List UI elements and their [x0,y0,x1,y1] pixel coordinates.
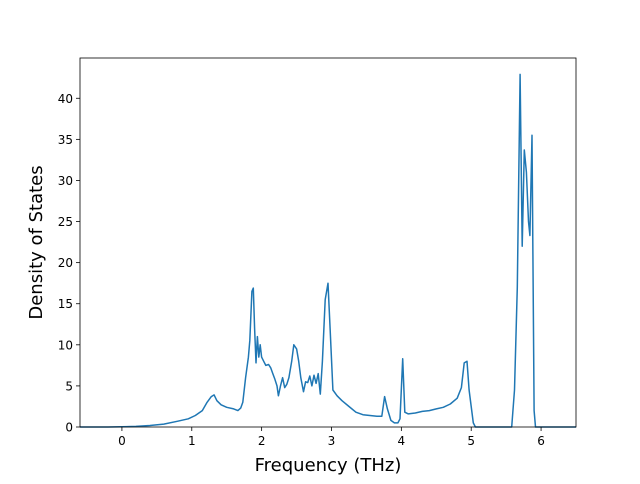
y-tick-label: 0 [65,421,73,435]
dos-line [80,73,576,428]
x-axis-label: Frequency (THz) [255,455,402,476]
x-tick-label: 0 [118,434,126,448]
x-tick-label: 2 [258,434,266,448]
x-tick-label: 3 [328,434,336,448]
y-tick-label: 20 [58,256,73,270]
plot-area [79,57,577,428]
x-tick-label: 6 [537,434,545,448]
y-tick-label: 5 [65,379,73,393]
y-tick-label: 30 [58,174,73,188]
axes-frame [79,57,577,428]
y-axis-label: Density of States [26,165,47,319]
y-tick-label: 25 [58,215,73,229]
y-tick-label: 15 [58,297,73,311]
x-tick-label: 1 [188,434,196,448]
y-tick-label: 40 [58,92,73,106]
x-axis-ticks: 0 1 2 3 4 5 6 [118,427,545,448]
x-tick-label: 5 [467,434,475,448]
y-axis-ticks: 0 5 10 15 20 25 30 35 40 [58,92,80,435]
y-tick-label: 35 [58,133,73,147]
x-tick-label: 4 [398,434,406,448]
y-tick-label: 10 [58,338,73,352]
